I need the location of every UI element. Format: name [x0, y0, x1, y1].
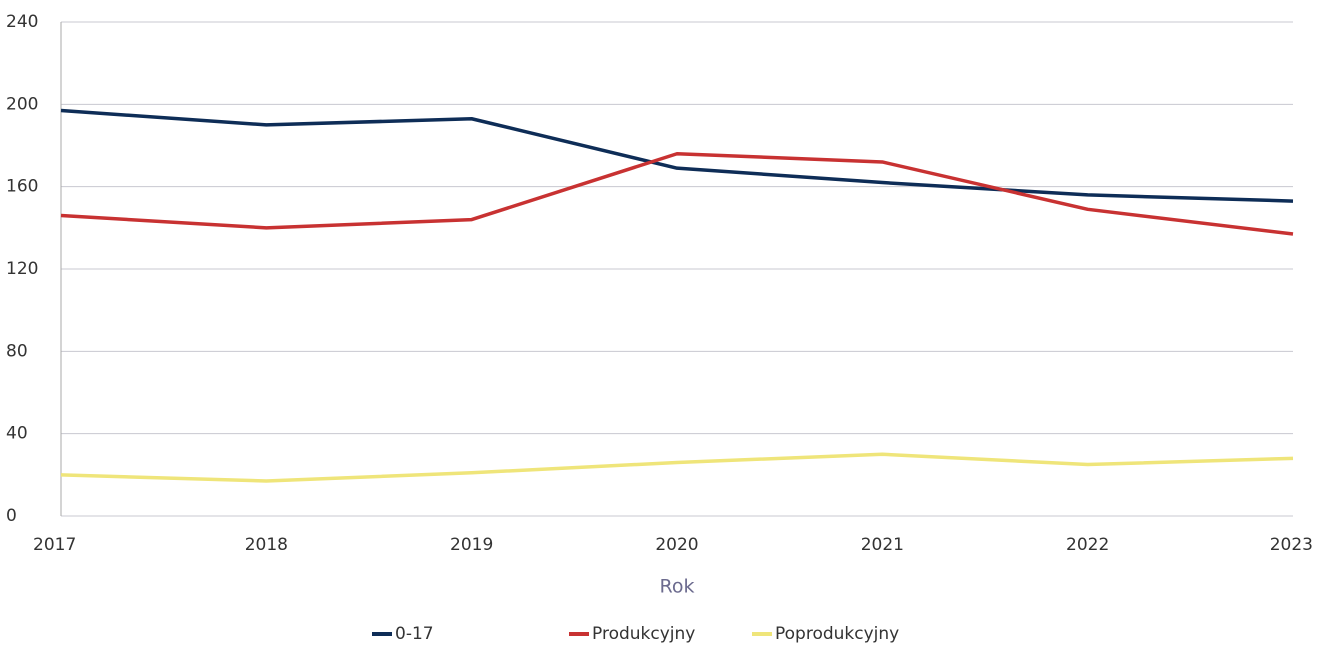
y-tick-label: 160 [6, 177, 38, 197]
x-tick-label: 2021 [861, 535, 904, 555]
legend-label: 0-17 [395, 624, 434, 644]
x-tick-label: 2018 [245, 535, 288, 555]
y-tick-label: 40 [6, 424, 28, 444]
legend-label: Poprodukcyjny [775, 624, 899, 644]
x-tick-label: 2023 [1270, 535, 1313, 555]
series-line [60, 151, 1294, 236]
x-tick-label: 2020 [655, 535, 698, 555]
legend-label: Produkcyjny [592, 624, 695, 644]
y-tick-label: 80 [6, 341, 28, 361]
series-line [60, 452, 1294, 483]
y-tick-label: 240 [6, 12, 38, 32]
x-axis-title: Rok [660, 576, 695, 598]
x-tick-label: 2019 [450, 535, 493, 555]
y-tick-label: 120 [6, 259, 38, 279]
series-line [60, 108, 1294, 203]
x-tick-label: 2022 [1066, 535, 1109, 555]
y-tick-label: 200 [6, 94, 38, 114]
x-tick-label: 2017 [33, 535, 76, 555]
y-tick-label: 0 [6, 506, 17, 526]
